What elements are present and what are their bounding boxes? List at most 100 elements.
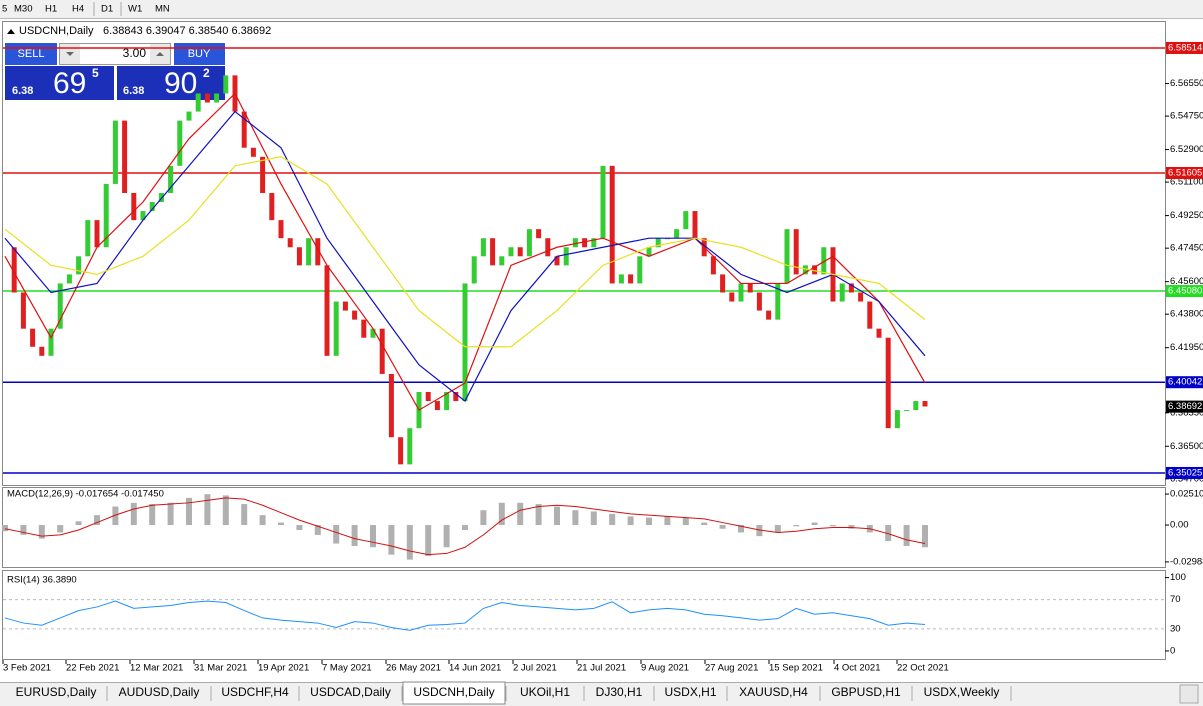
candle — [572, 238, 578, 248]
tab[interactable] — [6, 684, 106, 704]
tab-label[interactable]: USDCAD,Daily — [310, 685, 391, 699]
tab-label[interactable]: AUDUSD,Daily — [119, 685, 200, 699]
tab-label[interactable]: USDCHF,H4 — [221, 685, 289, 699]
macd-bar — [186, 497, 192, 526]
candle — [250, 147, 256, 157]
candle — [793, 229, 799, 275]
x-tick-label: 22 Oct 2021 — [897, 663, 949, 674]
timeframe-button[interactable]: H1 — [45, 4, 57, 15]
x-tick-label: 3 Feb 2021 — [3, 663, 51, 674]
candle — [536, 229, 542, 239]
candle — [76, 256, 82, 275]
candle — [637, 256, 643, 284]
macd-bar — [38, 525, 45, 539]
tab-label[interactable]: USDX,Weekly — [924, 685, 1000, 699]
candle — [306, 238, 312, 266]
tab-label[interactable]: XAUUSD,H4 — [739, 685, 808, 699]
timeframe-button[interactable]: M30 — [14, 4, 32, 15]
sell-price-big: 6.38 — [12, 85, 33, 97]
x-tick-label: 15 Sep 2021 — [769, 663, 823, 674]
buy-price-main: 90 — [164, 67, 197, 100]
tab-label[interactable]: USDCNH,Daily — [413, 685, 494, 699]
candle — [66, 274, 72, 284]
sell-price-box[interactable] — [5, 66, 114, 100]
macd-bar — [314, 525, 321, 535]
tab[interactable] — [507, 684, 583, 704]
candle — [802, 265, 808, 275]
timeframe-button[interactable]: D1 — [101, 4, 113, 15]
macd-bar — [241, 504, 248, 526]
candle — [526, 229, 532, 257]
macd-signal — [4, 497, 926, 556]
macd-bar — [443, 525, 450, 548]
y-tick-label: 6.47450 — [1170, 243, 1203, 254]
lot-field[interactable] — [59, 43, 171, 65]
candle — [628, 274, 634, 284]
candle — [554, 256, 560, 266]
candle — [913, 401, 919, 411]
candle — [112, 120, 118, 184]
tab[interactable] — [728, 684, 819, 704]
tab-active[interactable] — [402, 681, 506, 705]
tab-label[interactable]: DJ30,H1 — [596, 685, 643, 699]
level-tag-label: 6.35025 — [1168, 467, 1202, 478]
candle — [296, 247, 302, 266]
level-tag — [1166, 466, 1203, 479]
tab[interactable] — [585, 684, 653, 704]
macd-bar — [296, 525, 303, 530]
timeframe-button[interactable]: W1 — [128, 4, 142, 15]
macd-bar — [922, 525, 928, 548]
candle — [186, 111, 192, 121]
timeframe-button[interactable]: MN — [155, 4, 170, 15]
candle — [480, 238, 486, 257]
y-tick-label: 6.38350 — [1170, 407, 1203, 418]
x-tick-label: 26 May 2021 — [386, 663, 441, 674]
x-tick-label: 7 May 2021 — [322, 663, 372, 674]
level-tag-label: 6.45080 — [1168, 286, 1202, 297]
x-tick-label: 21 Jul 2021 — [577, 663, 626, 674]
tab-label[interactable]: GBPUSD,H1 — [831, 685, 901, 699]
tab[interactable] — [212, 684, 298, 704]
collapse-icon[interactable] — [7, 29, 15, 34]
macd-bar — [811, 522, 818, 526]
trade-panel: SELL 3.00 BUY 6.38 69 5 6.38 90 2 — [5, 43, 225, 100]
candle — [195, 93, 201, 112]
macd-bar — [590, 511, 597, 526]
candle — [434, 401, 440, 411]
candle — [260, 156, 266, 193]
macd-bar — [425, 525, 432, 556]
tab-label[interactable]: EURUSD,Daily — [16, 685, 97, 699]
lot-value[interactable]: 3.00 — [123, 46, 147, 60]
tab[interactable] — [108, 684, 210, 704]
candle — [885, 337, 891, 429]
tab[interactable] — [300, 684, 401, 704]
tab[interactable] — [821, 684, 911, 704]
timeframe-button[interactable]: H4 — [72, 4, 84, 15]
tab-label[interactable]: USDX,H1 — [664, 685, 716, 699]
level-tag — [1166, 376, 1203, 389]
candle — [388, 373, 394, 438]
candle — [756, 292, 762, 311]
macd-bar — [756, 525, 763, 537]
x-tick-label: 12 Mar 2021 — [130, 663, 183, 674]
tab-scroll[interactable] — [1179, 684, 1199, 704]
candle — [407, 428, 413, 465]
buy-label[interactable]: BUY — [188, 48, 211, 60]
timeframe-button[interactable]: 5 — [2, 4, 7, 15]
toolbar — [0, 0, 1203, 18]
macd-bar — [204, 494, 211, 526]
candle — [646, 247, 652, 257]
candle — [333, 301, 339, 356]
y-tick-label: 0.00 — [1170, 520, 1189, 531]
tab[interactable] — [655, 684, 726, 704]
macd-bar — [462, 525, 468, 530]
macd-bar — [2, 525, 8, 532]
tab-label[interactable]: UKOil,H1 — [520, 685, 570, 699]
sell-label[interactable]: SELL — [18, 48, 45, 60]
candle — [214, 93, 220, 103]
rsi-panel — [2, 570, 1166, 660]
tab[interactable] — [913, 684, 1010, 704]
